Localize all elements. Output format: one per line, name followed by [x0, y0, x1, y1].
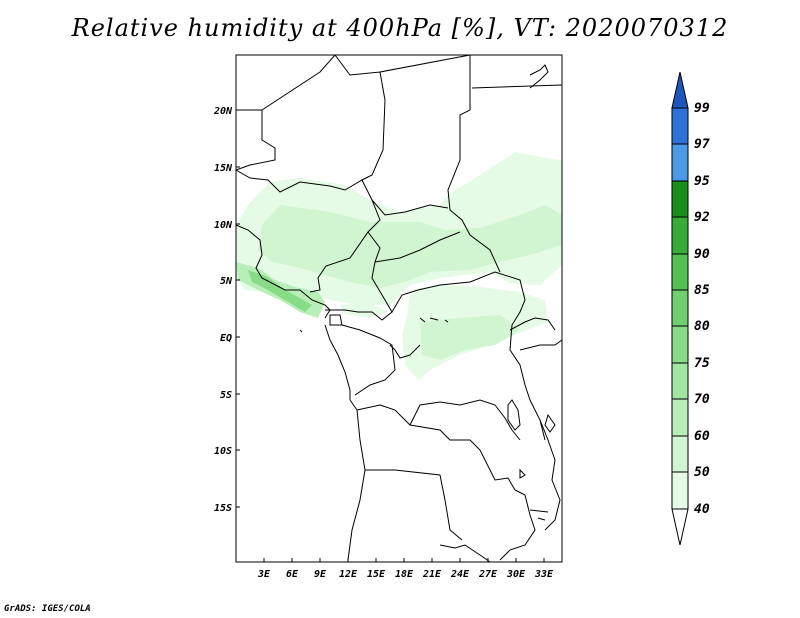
map-frame [235, 54, 563, 563]
colorbar-label: 85 [694, 283, 710, 298]
lon-label: 24E [450, 569, 470, 580]
lon-label: 15E [367, 569, 386, 580]
colorbar-segment [672, 254, 688, 290]
colorbar-label: 92 [694, 210, 710, 225]
colorbar-label: 90 [694, 247, 710, 262]
colorbar-segment [672, 472, 688, 509]
colorbar: 40 50 60 70 75 80 85 90 92 95 97 99 [671, 71, 710, 546]
lon-label: 30E [506, 569, 526, 580]
colorbar-label: 60 [694, 429, 710, 444]
lon-labels: 3E 6E 9E 12E 15E 18E 21E 24E 27E 30E 33E [257, 569, 554, 580]
colorbar-top-triangle [671, 71, 689, 109]
colorbar-segment [672, 290, 688, 326]
lon-label: 33E [534, 569, 554, 580]
colorbar-label: 99 [694, 101, 710, 116]
colorbar-label: 80 [694, 319, 710, 334]
lon-label: 21E [422, 569, 442, 580]
colorbar-segment [672, 181, 688, 217]
colorbar-label: 95 [694, 174, 710, 189]
lat-label: 10N [214, 220, 233, 231]
lat-label: EQ [220, 333, 232, 344]
country-borders [235, 54, 563, 563]
lat-label: 20N [213, 106, 233, 117]
page-title: Relative humidity at 400hPa [%], VT: 202… [71, 14, 729, 42]
lon-label: 9E [314, 569, 327, 580]
lon-label: 3E [257, 569, 271, 580]
colorbar-segment [672, 363, 688, 399]
colorbar-label: 40 [694, 502, 710, 517]
colorbar-outline [671, 107, 689, 510]
colorbar-label: 97 [694, 137, 710, 152]
colorbar-dividers [672, 143, 688, 473]
lat-label: 5N [220, 276, 233, 287]
colorbar-segment [672, 399, 688, 436]
humidity-shading [236, 152, 562, 380]
lat-labels: 20N 15N 10N 5N EQ 5S 10S 15S [213, 106, 233, 514]
colorbar-segment [672, 326, 688, 363]
lon-tick-marks [263, 558, 545, 562]
lat-label: 15N [214, 163, 233, 174]
colorbar-label: 70 [694, 392, 710, 407]
colorbar-segment [672, 144, 688, 181]
lon-label: 18E [395, 569, 414, 580]
lon-label: 6E [286, 569, 299, 580]
colorbar-segment [672, 108, 688, 144]
lon-label: 27E [478, 569, 498, 580]
lat-tick-marks [236, 109, 240, 508]
colorbar-segment [672, 217, 688, 254]
colorbar-label: 75 [694, 356, 710, 371]
colorbar-segment [672, 436, 688, 472]
lat-label: 5S [220, 390, 232, 401]
lon-label: 12E [339, 569, 358, 580]
colorbar-bottom-triangle [671, 508, 689, 546]
credit-text: GrADS: IGES/COLA [4, 604, 91, 614]
colorbar-label: 50 [694, 465, 710, 480]
lat-label: 10S [214, 446, 232, 457]
lat-label: 15S [214, 503, 232, 514]
